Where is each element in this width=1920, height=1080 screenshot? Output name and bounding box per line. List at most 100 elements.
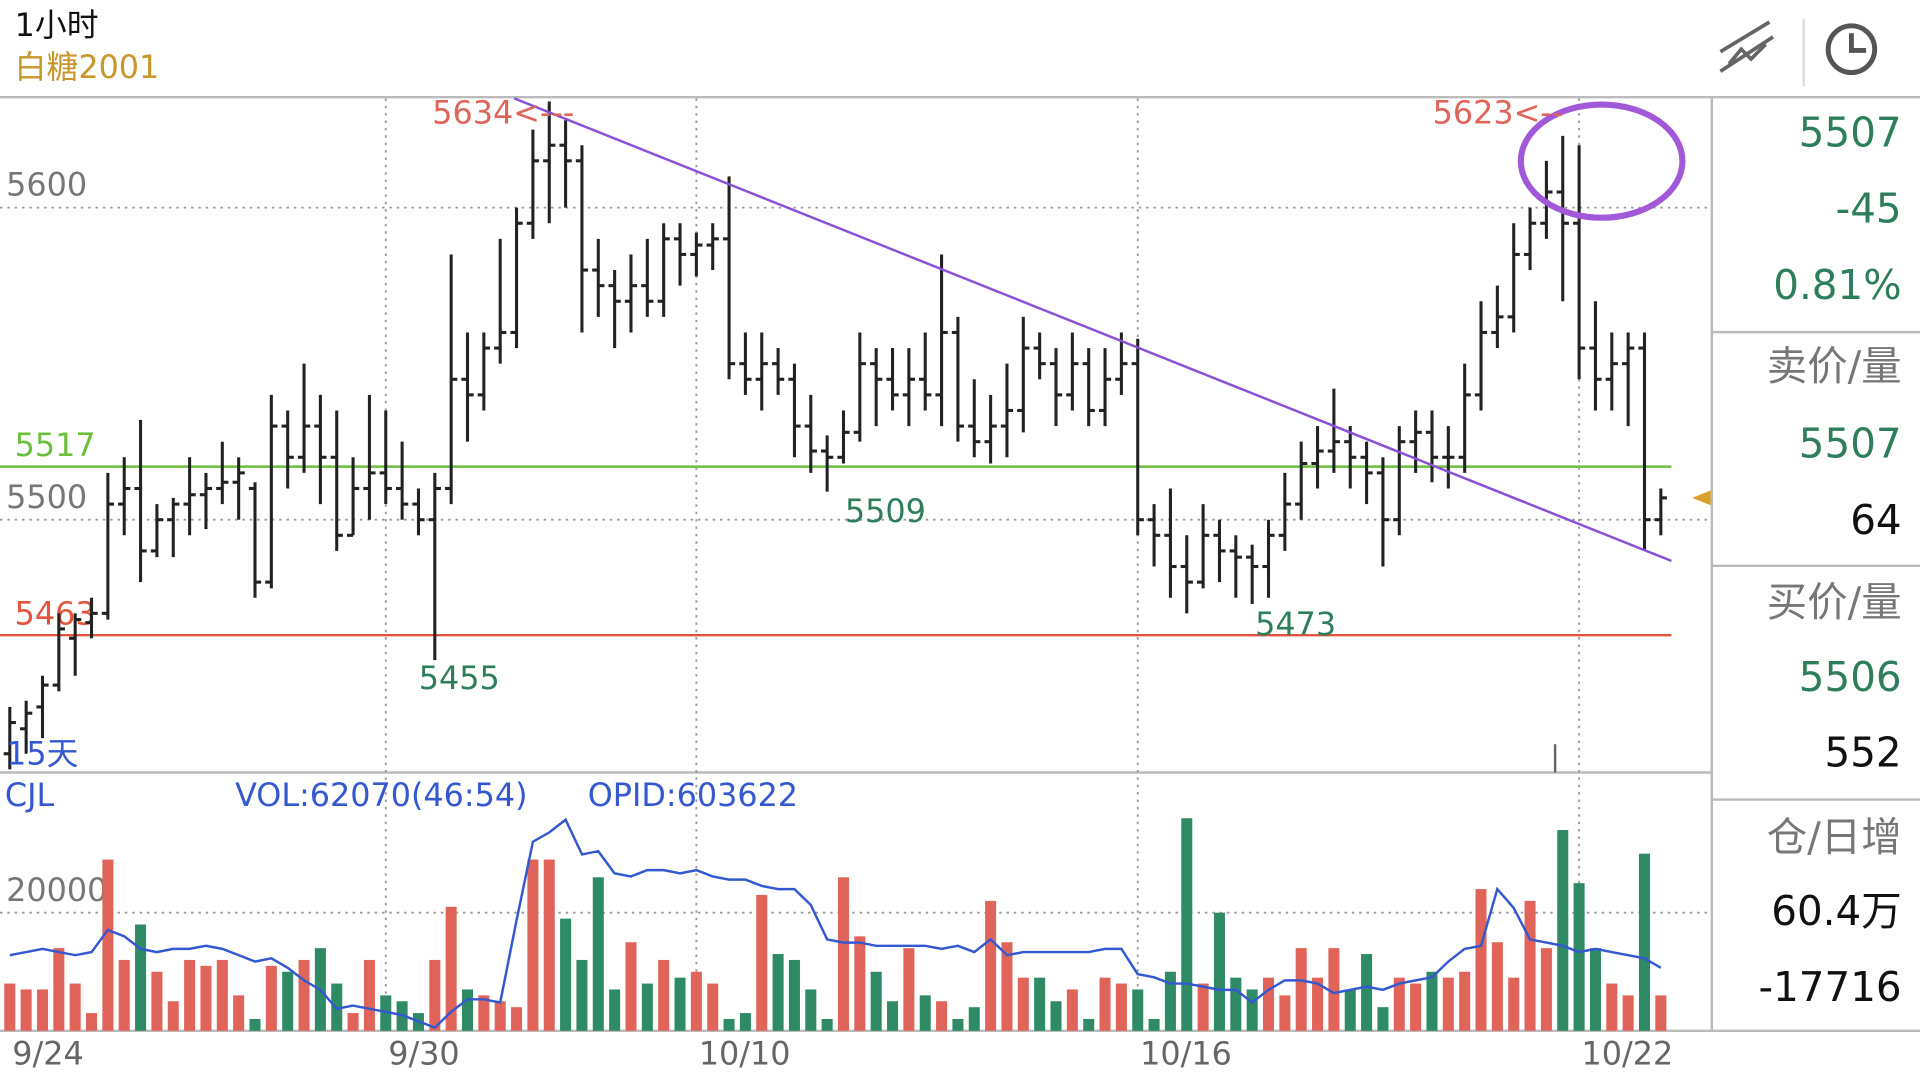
volume-bar <box>854 936 866 1031</box>
volume-bar <box>756 894 768 1031</box>
volume-bar <box>1115 983 1127 1031</box>
volume-bar <box>772 954 784 1031</box>
volume-bar <box>200 965 212 1031</box>
volume-bar <box>1148 1018 1160 1031</box>
volume-bar <box>1181 818 1193 1031</box>
volume-bar <box>118 959 130 1031</box>
bid-price: 5506 <box>1799 653 1902 701</box>
oi-text: OPID:603622 <box>588 776 798 814</box>
volume-bar <box>592 877 604 1031</box>
volume-bar <box>363 959 375 1031</box>
change: -45 <box>1836 185 1902 233</box>
open-interest-line <box>9 817 1662 1030</box>
level-label: 5463 <box>15 594 96 632</box>
volume-bar <box>1655 995 1667 1031</box>
volume-bar <box>658 959 670 1031</box>
volume-bar <box>919 995 931 1031</box>
volume-bar <box>543 859 555 1031</box>
volume-bar <box>1295 948 1307 1031</box>
volume-bar <box>1132 989 1144 1031</box>
volume-bar <box>429 959 441 1031</box>
annotation: 5634<--- <box>432 93 574 131</box>
volume-bar <box>1524 900 1536 1031</box>
volume-bar <box>36 989 48 1031</box>
volume-bar <box>216 959 228 1031</box>
volume-bar <box>1083 1018 1095 1031</box>
volume-bar <box>102 859 114 1031</box>
volume-bar <box>739 1013 751 1031</box>
volume-bar <box>249 1018 261 1031</box>
volume-bar <box>1099 977 1111 1031</box>
volume-bar <box>135 924 147 1031</box>
volume-bar <box>347 1013 359 1031</box>
y-tick-label: 20000 <box>6 871 107 909</box>
volume-bar <box>1573 883 1585 1031</box>
volume-bar <box>936 1001 948 1031</box>
volume-bar <box>1557 830 1569 1031</box>
volume-bar <box>1213 912 1225 1031</box>
volume-bar <box>609 989 621 1031</box>
volume-bar <box>1377 1007 1389 1031</box>
draw-tool-icon[interactable] <box>1719 20 1775 73</box>
volume-text: VOL:62070(46:54) <box>235 776 527 814</box>
volume-bar <box>1491 942 1503 1031</box>
chart-subtitle: 白糖2001 <box>15 48 160 86</box>
annotation: 5473 <box>1255 605 1336 643</box>
volume-bar <box>1279 995 1291 1031</box>
volume-bar <box>478 995 490 1031</box>
x-tick-label: 9/24 <box>12 1034 83 1072</box>
volume-bar <box>527 859 539 1031</box>
trend-line <box>513 97 1672 563</box>
volume-bar <box>511 1007 523 1031</box>
volume-bar <box>1001 942 1013 1031</box>
volume-bar <box>86 1013 98 1031</box>
chart-title: 1小时 <box>15 6 99 44</box>
volume-bar <box>1459 971 1471 1031</box>
volume-bar <box>184 959 196 1031</box>
volume-bar <box>805 989 817 1031</box>
volume-bar <box>903 948 915 1031</box>
volume-bar <box>870 971 882 1031</box>
volume-bar <box>1475 889 1487 1031</box>
volume-bar <box>1034 977 1046 1031</box>
volume-bar <box>1017 977 1029 1031</box>
volume-bar <box>20 989 32 1031</box>
annotation: 5455 <box>419 659 500 697</box>
volume-bar <box>282 971 294 1031</box>
volume-bar <box>1410 983 1422 1031</box>
oi-change: -17716 <box>1759 963 1902 1011</box>
ask-volume: 64 <box>1850 496 1901 544</box>
volume-bar <box>1606 983 1618 1031</box>
volume-bar <box>821 1018 833 1031</box>
volume-bar <box>1589 948 1601 1031</box>
volume-bar <box>265 965 277 1031</box>
x-tick-label: 9/30 <box>388 1034 459 1072</box>
volume-bar <box>1540 948 1552 1031</box>
volume-bar <box>887 1001 899 1031</box>
volume-bar <box>985 900 997 1031</box>
volume-bar <box>837 877 849 1031</box>
last-price: 5507 <box>1799 108 1902 156</box>
volume-bar <box>1442 977 1454 1031</box>
volume-bar <box>151 971 163 1031</box>
volume-bar <box>298 959 310 1031</box>
volume-bar <box>1344 989 1356 1031</box>
last-price-marker <box>1692 490 1711 506</box>
volume-bar <box>1197 983 1209 1031</box>
volume-bar <box>1164 971 1176 1031</box>
y-tick-label: 5500 <box>6 478 87 516</box>
volume-bar <box>1328 948 1340 1031</box>
ask-label: 卖价/量 <box>1767 342 1902 390</box>
volume-bar <box>69 983 81 1031</box>
highlight-circle <box>1517 101 1686 221</box>
volume-bar <box>560 918 572 1031</box>
volume-bar <box>723 1018 735 1031</box>
volume-bar <box>1622 995 1634 1031</box>
annotation: 5509 <box>845 492 926 530</box>
clock-icon[interactable] <box>1825 23 1878 76</box>
volume-bar <box>462 989 474 1031</box>
volume-bar <box>1426 971 1438 1031</box>
bid-label: 买价/量 <box>1767 578 1902 626</box>
volume-bar <box>494 1001 506 1031</box>
